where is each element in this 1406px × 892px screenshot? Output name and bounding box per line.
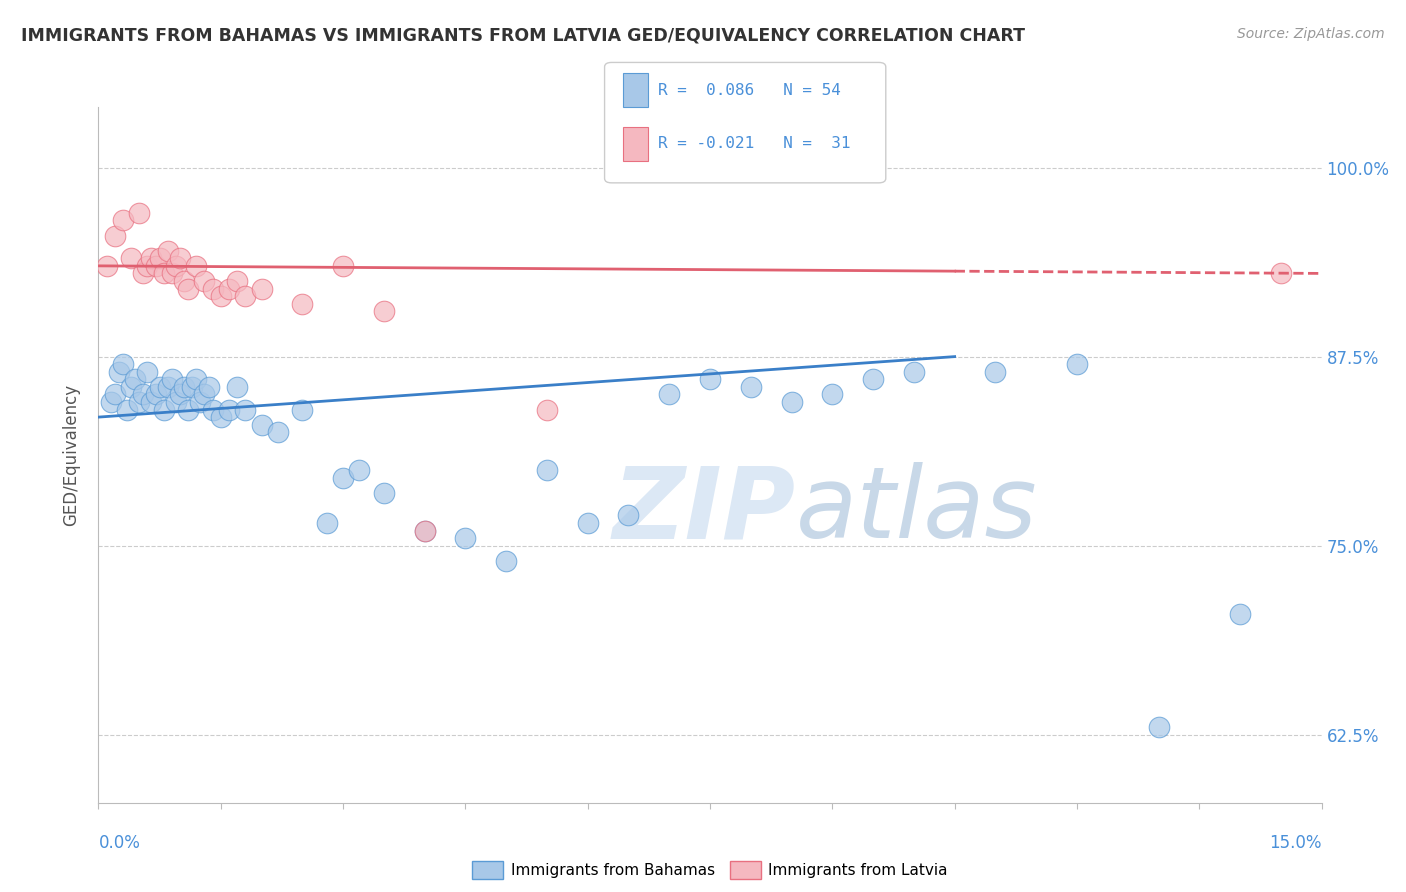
Point — [862, 372, 884, 386]
Point — [136, 259, 159, 273]
Point — [1270, 267, 1292, 281]
Point — [120, 380, 142, 394]
Point — [111, 213, 134, 227]
Point — [291, 402, 314, 417]
Point — [152, 402, 174, 417]
Text: R =  0.086   N = 54: R = 0.086 N = 54 — [658, 83, 841, 97]
Point — [108, 365, 131, 379]
Point — [177, 281, 200, 295]
Point — [128, 206, 150, 220]
Point — [100, 395, 122, 409]
Point — [226, 380, 249, 394]
Point — [699, 372, 721, 386]
Point — [373, 485, 395, 500]
Point — [1066, 357, 1088, 371]
Point — [132, 267, 155, 281]
Point — [233, 289, 256, 303]
Point — [96, 259, 118, 273]
Point — [165, 395, 187, 409]
Point — [104, 387, 127, 401]
Point — [173, 274, 195, 288]
Point — [903, 365, 925, 379]
Point — [233, 402, 256, 417]
Point — [658, 387, 681, 401]
Text: IMMIGRANTS FROM BAHAMAS VS IMMIGRANTS FROM LATVIA GED/EQUIVALENCY CORRELATION CH: IMMIGRANTS FROM BAHAMAS VS IMMIGRANTS FR… — [21, 27, 1025, 45]
Point — [536, 402, 558, 417]
Point — [156, 244, 179, 258]
Y-axis label: GED/Equivalency: GED/Equivalency — [62, 384, 80, 526]
Point — [104, 228, 127, 243]
Point — [250, 417, 273, 432]
Point — [740, 380, 762, 394]
Point — [149, 252, 172, 266]
Point — [173, 380, 195, 394]
Point — [617, 508, 640, 523]
Point — [576, 516, 599, 530]
Point — [267, 425, 290, 440]
Point — [373, 304, 395, 318]
Point — [218, 402, 240, 417]
Point — [218, 281, 240, 295]
Point — [141, 252, 163, 266]
Point — [821, 387, 844, 401]
Point — [181, 380, 204, 394]
Point — [115, 402, 138, 417]
Point — [156, 380, 179, 394]
Point — [780, 395, 803, 409]
Point — [152, 267, 174, 281]
Point — [495, 554, 517, 568]
Point — [111, 357, 134, 371]
Point — [141, 395, 163, 409]
Point — [136, 365, 159, 379]
Point — [165, 259, 187, 273]
Point — [413, 524, 436, 538]
Point — [128, 395, 150, 409]
Legend: Immigrants from Bahamas, Immigrants from Latvia: Immigrants from Bahamas, Immigrants from… — [467, 855, 953, 886]
Point — [454, 531, 477, 545]
Point — [120, 252, 142, 266]
Point — [145, 387, 167, 401]
Point — [193, 387, 215, 401]
Point — [145, 259, 167, 273]
Point — [177, 402, 200, 417]
Point — [1147, 720, 1170, 734]
Point — [984, 365, 1007, 379]
Point — [536, 463, 558, 477]
Point — [209, 410, 232, 425]
Text: 0.0%: 0.0% — [98, 834, 141, 852]
Point — [332, 259, 354, 273]
Text: R = -0.021   N =  31: R = -0.021 N = 31 — [658, 136, 851, 151]
Point — [209, 289, 232, 303]
Point — [226, 274, 249, 288]
Point — [349, 463, 371, 477]
Point — [413, 524, 436, 538]
Point — [132, 387, 155, 401]
Point — [197, 380, 219, 394]
Point — [1229, 607, 1251, 621]
Point — [193, 274, 215, 288]
Point — [201, 402, 224, 417]
Text: atlas: atlas — [796, 462, 1038, 559]
Point — [291, 296, 314, 310]
Point — [149, 380, 172, 394]
Point — [124, 372, 146, 386]
Point — [186, 372, 208, 386]
Point — [315, 516, 337, 530]
Text: ZIP: ZIP — [612, 462, 796, 559]
Point — [169, 252, 191, 266]
Point — [201, 281, 224, 295]
Point — [332, 470, 354, 484]
Point — [188, 395, 212, 409]
Point — [160, 372, 183, 386]
Text: Source: ZipAtlas.com: Source: ZipAtlas.com — [1237, 27, 1385, 41]
Point — [250, 281, 273, 295]
Point — [169, 387, 191, 401]
Point — [160, 267, 183, 281]
Point — [186, 259, 208, 273]
Text: 15.0%: 15.0% — [1270, 834, 1322, 852]
